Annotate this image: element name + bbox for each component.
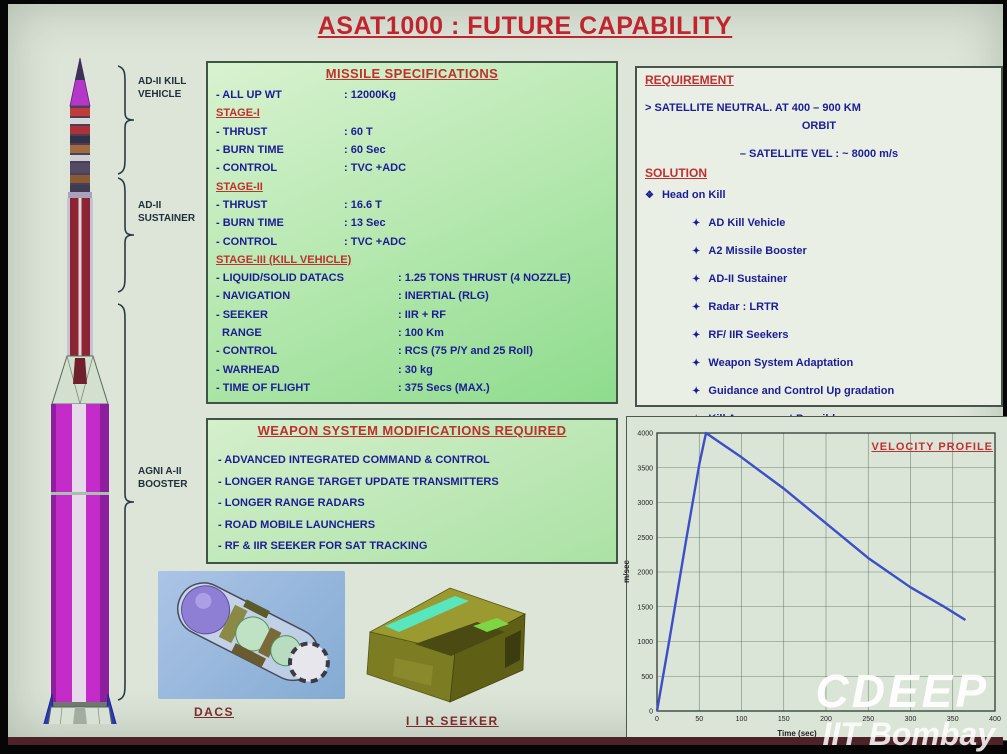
solution-items: ✦ AD Kill Vehicle ✦ A2 Missile Booster ✦ AD… — [692, 214, 894, 438]
velocity-chart-xlabel: Time (sec) — [777, 729, 817, 738]
requirement-line-3: – SATELLITE VEL : ~ 8000 m/s — [739, 148, 899, 160]
star-bullet-icon: ✦ — [692, 274, 701, 285]
missile-specifications-box: MISSILE SPECIFICATIONS - ALL UP WT: 1200… — [206, 61, 618, 404]
dacs-figure — [158, 571, 345, 699]
spec-row-burn-time-2: - BURN TIME: 13 Sec — [216, 217, 386, 230]
svg-text:350: 350 — [947, 716, 959, 723]
diamond-bullet-icon: ❖ — [645, 190, 654, 201]
svg-text:100: 100 — [736, 716, 748, 723]
star-bullet-icon: ✦ — [692, 330, 701, 341]
spec-header-stage-2: STAGE-II — [216, 180, 263, 193]
svg-text:200: 200 — [820, 716, 832, 723]
svg-text:1000: 1000 — [637, 639, 653, 646]
rocket-diagram — [43, 57, 117, 724]
velocity-chart-ylabel: m/sec — [621, 560, 631, 583]
spec-row-warhead: - WARHEAD: 30 kg — [216, 363, 433, 376]
star-bullet-icon: ✦ — [692, 218, 701, 229]
solution-title: SOLUTION — [645, 166, 707, 180]
solution-item: ✦ AD-II Sustainer — [692, 273, 788, 285]
requirement-line-2: ORBIT — [801, 120, 837, 132]
star-bullet-icon: ✦ — [692, 246, 701, 257]
weapon-mods-item: - ADVANCED INTEGRATED COMMAND & CONTROL — [218, 454, 490, 466]
svg-text:0: 0 — [649, 709, 653, 716]
spec-row-thrust-1: - THRUST: 60 T — [216, 125, 373, 138]
spec-row-burn-time-1: - BURN TIME: 60 Sec — [216, 144, 386, 157]
requirement-solution-box: REQUIREMENT > SATELLITE NEUTRAL. AT 400 … — [635, 66, 1003, 425]
weapon-mods-title: WEAPON SYSTEM MODIFICATIONS REQUIRED — [257, 423, 567, 438]
svg-text:250: 250 — [862, 716, 874, 723]
svg-text:4000: 4000 — [637, 431, 653, 438]
weapon-mods-item: - LONGER RANGE TARGET UPDATE TRANSMITTER… — [218, 475, 499, 488]
spec-row-control-1: - CONTROL: TVC +ADC — [216, 162, 407, 175]
solution-item: ✦ Weapon System Adaptation — [692, 357, 854, 369]
weapon-mods-items: - ADVANCED INTEGRATED COMMAND & CONTROL … — [218, 450, 610, 558]
rocket-label-booster: AGNI A-II BOOSTER — [138, 466, 188, 490]
spec-row-navigation: - NAVIGATION: INERTIAL (RLG) — [216, 290, 489, 303]
spec-row-time-of-flight: - TIME OF FLIGHT: 375 Secs (MAX.) — [216, 381, 490, 394]
spec-header-stage-1: STAGE-I — [216, 107, 260, 120]
kill-vehicle-brace — [117, 65, 135, 175]
requirement-line-1: > SATELLITE NEUTRAL. AT 400 – 900 KM — [645, 102, 861, 114]
rocket-label-sustainer: AD-II SUSTAINER — [138, 200, 196, 224]
svg-text:1500: 1500 — [637, 604, 653, 611]
missile-specifications-title: MISSILE SPECIFICATIONS — [325, 66, 499, 81]
svg-text:300: 300 — [905, 716, 917, 723]
velocity-chart-title: VELOCITY PROFILE — [871, 441, 993, 453]
iir-seeker-figure — [355, 574, 541, 709]
svg-text:3500: 3500 — [637, 465, 653, 472]
weapon-mods-item: - LONGER RANGE RADARS — [218, 497, 365, 509]
spec-row-range: RANGE: 100 Km — [222, 327, 444, 339]
iir-seeker-cad-image — [366, 587, 526, 703]
dacs-label: DACS — [194, 705, 235, 719]
star-bullet-icon: ✦ — [692, 302, 701, 313]
svg-text:150: 150 — [778, 716, 790, 723]
slide: ASAT1000 : FUTURE CAPABILITY — [8, 4, 1007, 745]
solution-item: ✦ Guidance and Control Up gradation — [692, 385, 895, 397]
spec-row-seeker: - SEEKER: IIR + RF — [216, 308, 446, 321]
sustainer-brace — [117, 177, 135, 293]
missile-specifications-rows: - ALL UP WT: 12000Kg STAGE-I - THRUST: 6… — [216, 86, 612, 397]
dacs-cad-image — [177, 582, 330, 684]
solution-head-item: ❖ Head on Kill — [645, 189, 726, 201]
solution-item: ✦ AD Kill Vehicle — [692, 217, 786, 229]
svg-text:0: 0 — [655, 716, 659, 723]
svg-text:2500: 2500 — [637, 535, 653, 542]
spec-row-datacs: - LIQUID/SOLID DATACS: 1.25 TONS THRUST … — [216, 272, 571, 285]
weapon-mods-item: - RF & IIR SEEKER FOR SAT TRACKING — [218, 540, 428, 552]
requirement-title: REQUIREMENT — [645, 73, 734, 87]
svg-text:400: 400 — [989, 716, 1001, 723]
booster-brace — [117, 303, 135, 701]
weapon-mods-box: WEAPON SYSTEM MODIFICATIONS REQUIRED - A… — [206, 418, 618, 564]
star-bullet-icon: ✦ — [692, 386, 701, 397]
velocity-chart-svg: 0 50 100 150 200 250 300 350 4000500100015002000… — [637, 431, 1001, 724]
spec-header-stage-3: STAGE-III (KILL VEHICLE) — [216, 253, 352, 266]
weapon-mods-item: - ROAD MOBILE LAUNCHERS — [218, 518, 376, 531]
svg-text:50: 50 — [695, 716, 703, 723]
svg-text:3000: 3000 — [637, 500, 653, 507]
spec-row-thrust-2: - THRUST: 16.6 T — [216, 198, 382, 211]
star-bullet-icon: ✦ — [692, 358, 701, 369]
spec-row-control-3: - CONTROL: RCS (75 P/Y and 25 Roll) — [216, 345, 533, 358]
solution-item: ✦ RF/ IIR Seekers — [692, 329, 789, 341]
rocket-label-kill-vehicle: AD-II KILL VEHICLE — [138, 76, 187, 100]
spec-row-all-up-wt: - ALL UP WT: 12000Kg — [216, 89, 396, 102]
solution-item: ✦ A2 Missile Booster — [692, 245, 807, 257]
svg-text:500: 500 — [641, 674, 653, 681]
page-title: ASAT1000 : FUTURE CAPABILITY — [317, 12, 733, 40]
iir-seeker-label: I I R SEEKER — [406, 714, 499, 728]
svg-text:2000: 2000 — [637, 570, 653, 577]
solution-item: ✦ Radar : LRTR — [692, 301, 779, 313]
spec-row-control-2: - CONTROL: TVC +ADC — [216, 235, 407, 248]
velocity-profile-chart: 0 50 100 150 200 250 300 350 400 0 500 1000 1500 2000… — [622, 416, 1007, 741]
